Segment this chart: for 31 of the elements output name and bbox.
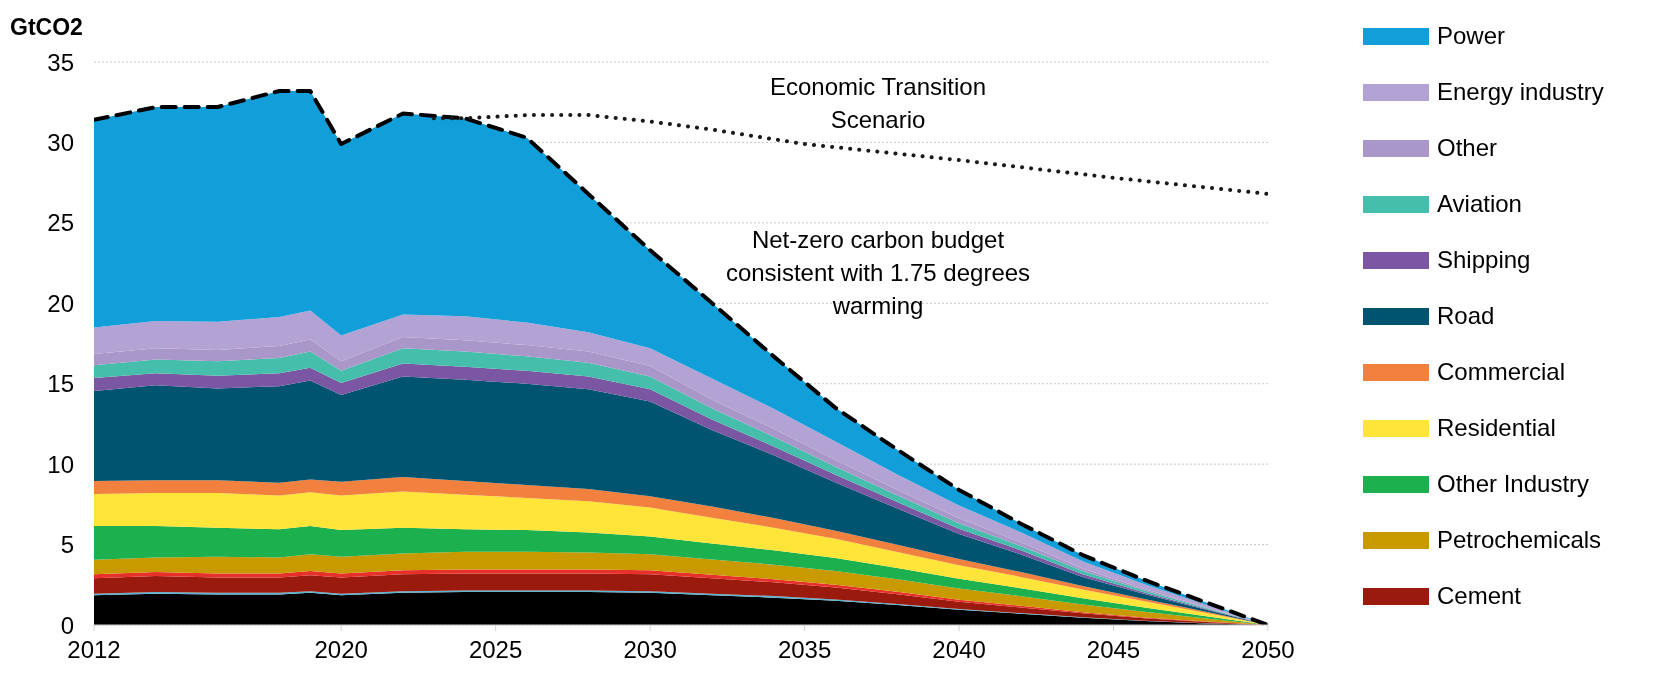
x-tick-label: 2025 [468, 636, 523, 664]
annotation: Net-zero carbon budget consistent with 1.75 degrees warming [724, 225, 1032, 321]
x-tick-label: 2030 [623, 636, 677, 664]
legend-label: Cement [1437, 582, 1522, 610]
y-tick-label: 15 [47, 370, 74, 398]
legend-label: Power [1437, 22, 1506, 50]
legend-label: Petrochemicals [1437, 526, 1602, 554]
line-series [431, 113, 1268, 196]
legend-label: Energy industry [1437, 78, 1604, 106]
y-tick-label: 35 [47, 48, 74, 76]
legend-label: Shipping [1437, 246, 1531, 274]
x-tick-label: 2050 [1241, 636, 1295, 664]
legend-label: Other Industry [1437, 470, 1590, 498]
x-tick-label: 2040 [932, 636, 986, 664]
y-axis-title: GtCO2 [10, 14, 83, 41]
y-tick-label: 25 [47, 209, 74, 237]
y-tick-label: 5 [60, 531, 74, 559]
x-tick-label: 2035 [777, 636, 832, 664]
x-tick-label: 2012 [67, 636, 121, 664]
x-tick-label: 2045 [1086, 636, 1141, 664]
y-tick-label: 30 [47, 128, 74, 156]
legend-label: Residential [1437, 414, 1556, 442]
y-tick-label: 0 [60, 611, 74, 639]
y-tick-label: 20 [47, 289, 74, 317]
annotation: Economic Transition Scenario [768, 72, 988, 135]
legend-label: Other [1437, 134, 1498, 162]
legend-label: Road [1437, 302, 1495, 330]
x-tick-label: 2020 [314, 636, 368, 664]
legend-label: Aviation [1437, 190, 1522, 218]
legend-label: Commercial [1437, 358, 1566, 386]
y-tick-label: 10 [47, 450, 74, 478]
